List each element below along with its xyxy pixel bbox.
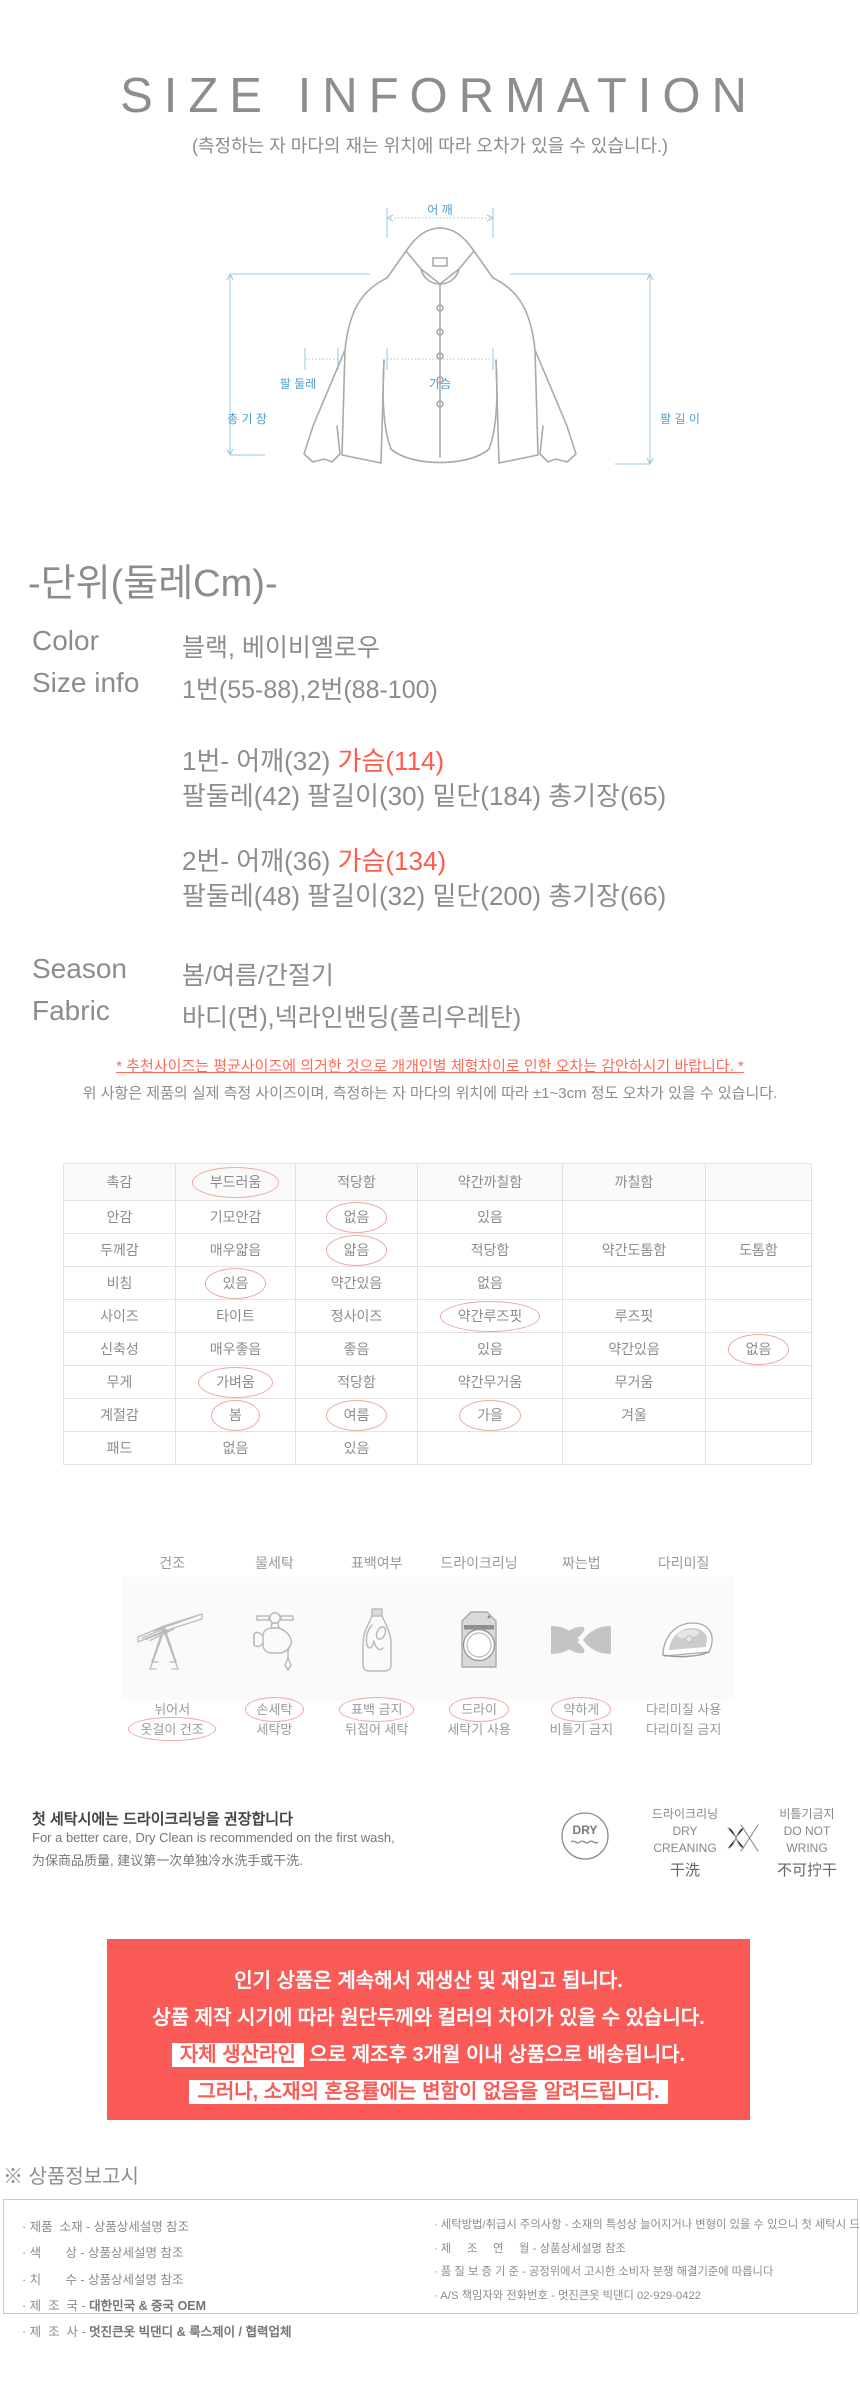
svg-text:어 깨: 어 깨 — [427, 203, 452, 217]
svg-text:팔 길 이: 팔 길 이 — [660, 412, 700, 426]
svg-text:팔 둘레: 팔 둘레 — [280, 377, 316, 391]
svg-text:총 기 장: 총 기 장 — [227, 412, 267, 426]
svg-text:DRY: DRY — [573, 1823, 598, 1837]
